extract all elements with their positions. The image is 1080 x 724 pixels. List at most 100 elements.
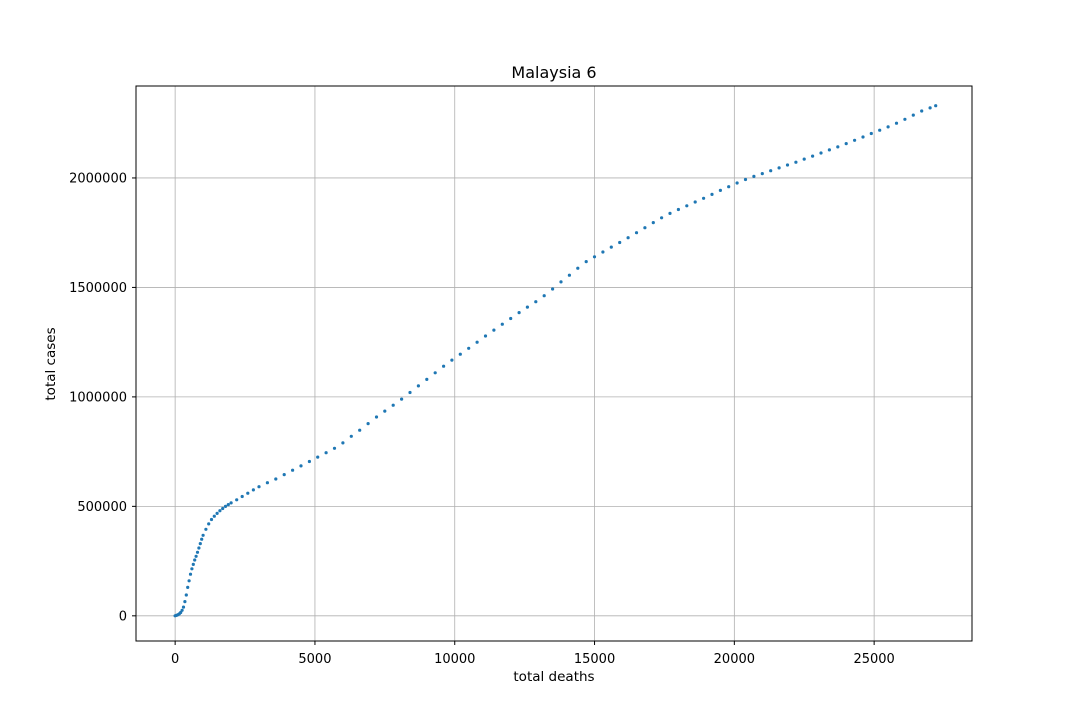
x-tick-label: 20000 <box>714 652 755 667</box>
data-point <box>576 266 580 270</box>
chart-title: Malaysia 6 <box>511 63 596 82</box>
data-point <box>181 605 186 609</box>
data-point <box>559 280 563 284</box>
data-point <box>316 455 320 459</box>
x-tick-label: 10000 <box>434 652 475 667</box>
data-point <box>861 135 865 139</box>
data-point <box>626 236 630 240</box>
data-point <box>618 240 622 245</box>
data-point <box>660 216 664 220</box>
data-point <box>853 138 857 142</box>
data-point <box>827 148 832 152</box>
data-point <box>183 600 187 604</box>
data-point <box>819 151 823 155</box>
plot-frame <box>135 85 973 642</box>
data-point <box>195 550 200 554</box>
x-tick-label: 0 <box>171 652 179 667</box>
data-point <box>184 593 188 597</box>
data-point <box>366 422 370 426</box>
data-point <box>186 585 190 590</box>
data-point <box>408 390 412 395</box>
data-point <box>592 255 597 259</box>
data-point <box>710 192 714 196</box>
data-point <box>542 294 546 298</box>
data-point <box>752 174 756 178</box>
data-point <box>201 533 205 537</box>
data-point <box>215 511 219 515</box>
data-point <box>349 434 353 438</box>
data-point <box>668 211 672 215</box>
data-point <box>207 522 211 526</box>
data-point <box>193 558 197 562</box>
data-point <box>274 477 278 481</box>
data-point <box>218 509 222 513</box>
data-point <box>240 494 244 499</box>
data-point <box>551 287 555 291</box>
x-tick-label: 25000 <box>853 652 894 667</box>
y-tick-label: 0 <box>119 609 127 624</box>
data-point <box>265 481 269 485</box>
data-point <box>743 177 748 182</box>
data-point <box>928 106 932 110</box>
data-point <box>920 109 924 113</box>
y-axis-label: total cases <box>43 327 59 400</box>
data-point <box>651 221 655 225</box>
data-point <box>934 104 938 108</box>
data-point <box>467 346 471 350</box>
data-point <box>911 113 915 117</box>
data-point <box>433 371 437 375</box>
data-point <box>794 160 798 164</box>
data-point <box>374 415 379 419</box>
data-point <box>685 204 689 208</box>
data-point <box>200 537 204 541</box>
data-point <box>769 169 773 173</box>
data-point <box>676 207 681 212</box>
data-point <box>291 468 295 472</box>
data-point <box>450 358 454 362</box>
data-point <box>844 142 848 146</box>
data-point <box>223 504 228 508</box>
data-point <box>282 473 286 477</box>
data-point <box>718 188 723 192</box>
data-point <box>187 579 191 583</box>
data-point <box>416 384 420 388</box>
data-point <box>209 517 214 522</box>
y-tick-label: 1000000 <box>69 390 127 405</box>
x-tick-label: 5000 <box>298 652 331 667</box>
data-point <box>483 334 488 338</box>
data-point <box>180 608 184 612</box>
data-point <box>383 409 387 413</box>
data-point <box>601 250 605 254</box>
data-point <box>212 514 216 518</box>
data-point <box>643 226 647 230</box>
data-point <box>191 562 195 567</box>
data-point <box>760 172 764 176</box>
data-point <box>391 403 395 407</box>
data-point <box>198 542 202 546</box>
data-point <box>400 397 404 401</box>
data-point <box>235 498 239 502</box>
data-point <box>836 145 840 149</box>
y-tick-label: 500000 <box>77 500 127 515</box>
y-tick-label: 1500000 <box>69 281 127 296</box>
grid-layer <box>136 86 972 641</box>
data-point <box>229 501 233 505</box>
data-point <box>727 185 731 189</box>
data-point <box>702 196 706 200</box>
data-point <box>509 316 513 321</box>
data-point <box>299 464 303 468</box>
data-point <box>358 428 362 432</box>
data-point <box>221 506 225 511</box>
data-point <box>525 305 530 309</box>
data-point <box>425 377 429 381</box>
ticks-layer: 0 5000 10000 15000 20000 25000 0 500000 1000000 1… <box>69 171 895 667</box>
data-point <box>194 554 198 558</box>
x-tick-label: 15000 <box>574 652 615 667</box>
data-point <box>802 157 806 161</box>
data-point <box>894 121 899 125</box>
data-point <box>534 300 538 304</box>
data-point <box>246 491 250 495</box>
data-point <box>903 117 907 121</box>
